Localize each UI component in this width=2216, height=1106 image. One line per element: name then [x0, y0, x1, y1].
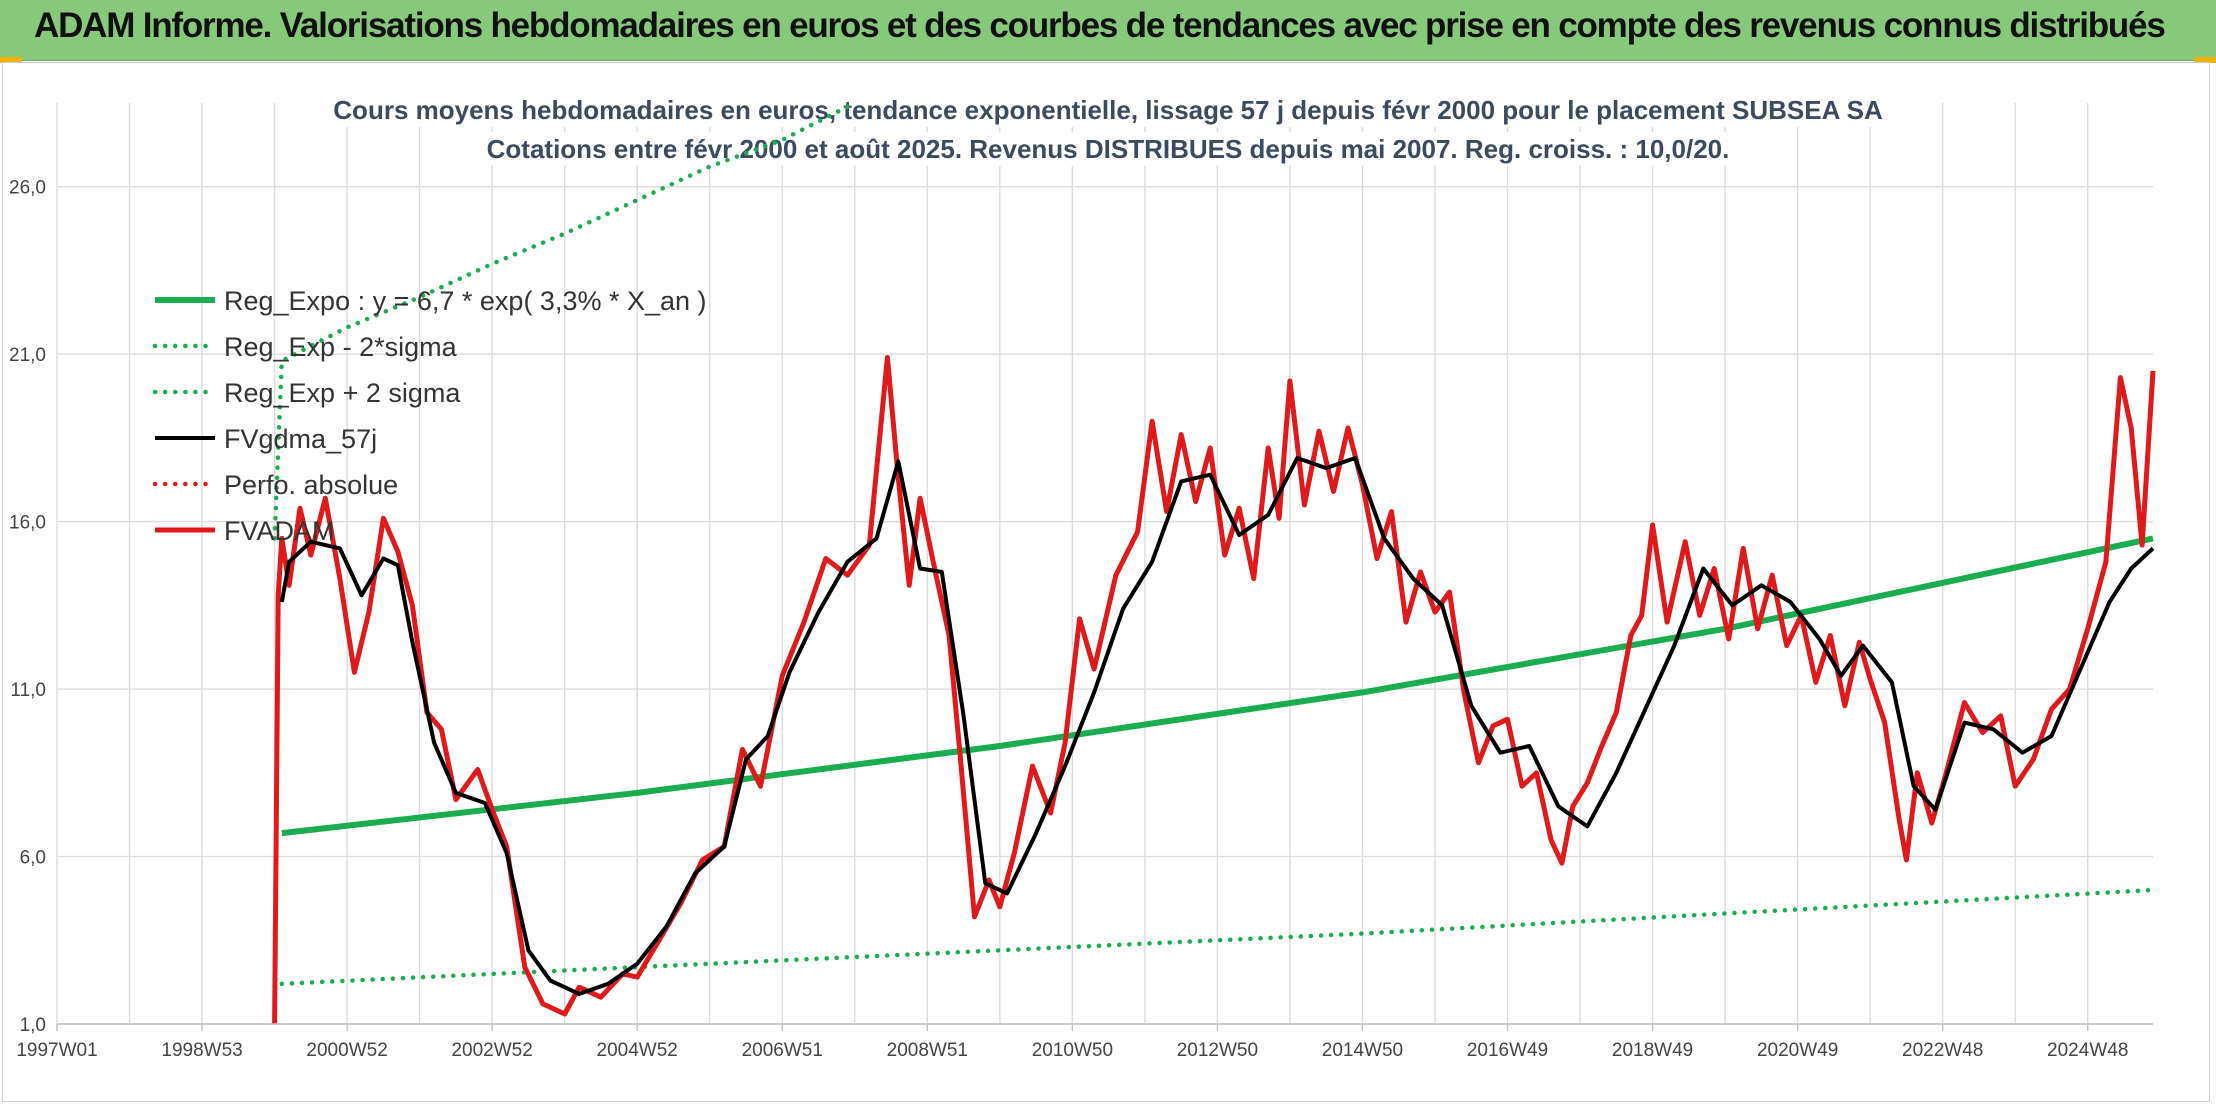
x-tick-label: 2002W52: [451, 1040, 532, 1061]
legend-label-0: Reg_Expo : y = 6,7 * exp( 3,3% * X_an ): [224, 286, 707, 316]
chart-frame: Cours moyens hebdomadaires en euros, ten…: [2, 62, 2210, 1102]
legend: Reg_Expo : y = 6,7 * exp( 3,3% * X_an ) R…: [152, 286, 707, 546]
y-tick-label: 16,0: [9, 513, 46, 534]
x-tick-label: 2010W50: [1032, 1040, 1113, 1061]
series-line-5: [272, 355, 2156, 1025]
x-tick-label: 2004W52: [597, 1040, 678, 1061]
banner-corner-left: [0, 57, 22, 63]
series-line-2: [272, 100, 858, 541]
report-banner: ADAM Informe. Valorisations hebdomadaire…: [0, 0, 2216, 61]
x-tick-label: 2012W50: [1177, 1040, 1258, 1061]
legend-label-2: Reg_Exp + 2 sigma: [224, 378, 461, 408]
y-tick-label: 11,0: [10, 680, 46, 701]
x-tick-label: 1998W53: [161, 1040, 242, 1061]
legend-label-4: Perfo. absolue: [224, 470, 398, 500]
legend-label-1: Reg_Exp - 2*sigma: [224, 332, 458, 362]
x-tick-label: 2008W51: [887, 1040, 968, 1061]
legend-label-5: FVADAM: [224, 516, 335, 546]
x-tick-label: 2000W52: [306, 1040, 387, 1061]
chart-title-background: [323, 93, 1893, 127]
x-tick-label: 2006W51: [742, 1040, 823, 1061]
y-tick-label: 21,0: [9, 345, 46, 366]
banner-corner-right: [2194, 57, 2216, 63]
legend-label-3: FVgdma_57j: [224, 424, 377, 454]
x-tick-label: 2022W48: [1902, 1040, 1983, 1061]
chart-title: Cours moyens hebdomadaires en euros, ten…: [323, 93, 1893, 166]
series-line-1: [279, 887, 2156, 987]
chart-title-line: Cours moyens hebdomadaires en euros, ten…: [333, 95, 1883, 125]
grid: [56, 103, 2153, 1025]
y-tick-label: 6,0: [20, 848, 46, 869]
x-tick-label: 2020W49: [1757, 1040, 1838, 1061]
x-tick-label: 1997W01: [16, 1040, 97, 1061]
y-tick-label: 26,0: [9, 178, 46, 199]
series-line-0: [281, 535, 2154, 837]
x-tick-label: 2016W49: [1467, 1040, 1548, 1061]
chart-title-background: [476, 132, 1740, 166]
x-tick-label: 2024W48: [2047, 1040, 2128, 1061]
x-tick-label: 2014W50: [1322, 1040, 1403, 1061]
report-title: ADAM Informe. Valorisations hebdomadaire…: [34, 6, 2166, 45]
y-tick-label: 1,0: [20, 1015, 46, 1036]
series-layer: [272, 100, 2156, 1025]
axes: 1,0 6,0 11,0 16,0 21,0 26,0 1997W01 1998W53 2000…: [9, 178, 2153, 1061]
x-tick-label: 2018W49: [1612, 1040, 1693, 1061]
chart-title-line: Cotations entre févr 2000 et août 2025. …: [487, 134, 1730, 164]
valuation-chart: Cours moyens hebdomadaires en euros, ten…: [9, 93, 2156, 1061]
